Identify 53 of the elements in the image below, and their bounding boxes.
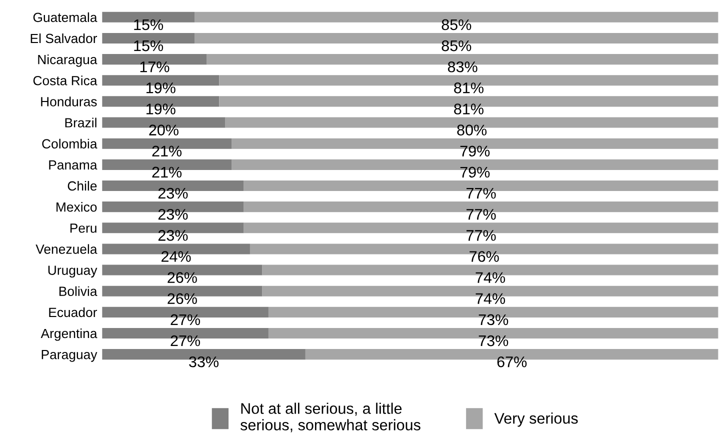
data-label: 19% xyxy=(146,104,176,114)
y-tick-label: Peru xyxy=(70,224,96,233)
y-tick-label: Colombia xyxy=(42,138,98,149)
data-label: 20% xyxy=(149,124,178,136)
y-tick-label: Costa Rica xyxy=(33,76,98,86)
y-tick-label: Guatemala xyxy=(33,12,98,22)
data-label: 76% xyxy=(470,251,499,262)
y-tick-label: Nicaragua xyxy=(38,54,98,67)
data-label: 81% xyxy=(454,82,484,94)
y-tick-label: Uruguay xyxy=(48,266,98,278)
data-label: 77% xyxy=(466,188,496,199)
data-label: 23% xyxy=(158,188,188,199)
data-label: 80% xyxy=(457,124,487,136)
data-label: 26% xyxy=(168,272,197,283)
data-label: 74% xyxy=(476,293,506,304)
legend-label: Not at all serious, a little serious, somewhat serious xyxy=(240,402,420,432)
data-label: 73% xyxy=(478,335,508,346)
data-label: 77% xyxy=(466,209,496,220)
y-tick-label: Argentina xyxy=(40,328,98,341)
data-label: 23% xyxy=(158,230,188,241)
y-tick-label: Bolivia xyxy=(59,286,98,296)
data-label: 19% xyxy=(146,82,176,94)
data-label: 24% xyxy=(162,251,191,262)
data-label: 15% xyxy=(134,40,164,52)
data-label: 27% xyxy=(170,335,200,346)
data-label: 21% xyxy=(152,166,182,178)
data-label: 23% xyxy=(158,208,188,220)
data-label: 15% xyxy=(134,19,164,30)
data-label: 74% xyxy=(476,272,506,283)
y-tick-label: Venezuela xyxy=(36,244,98,254)
data-label: 27% xyxy=(170,314,200,326)
data-label: 67% xyxy=(497,356,527,368)
y-tick-label: Panama xyxy=(49,160,98,170)
data-label: 26% xyxy=(168,293,197,304)
y-tick-label: Ecuador xyxy=(49,307,98,318)
data-label: 17% xyxy=(140,62,170,72)
data-label: 79% xyxy=(460,146,490,157)
data-label: 79% xyxy=(460,166,490,178)
y-tick-label: Paraguay xyxy=(42,350,98,362)
data-label: 33% xyxy=(189,356,219,368)
y-tick-label: Mexico xyxy=(56,202,97,212)
data-label: 21% xyxy=(152,146,182,156)
data-label: 85% xyxy=(442,19,472,30)
data-label: 83% xyxy=(448,61,478,72)
data-label: 81% xyxy=(454,104,484,114)
y-tick-label: Honduras xyxy=(41,96,97,106)
y-tick-label: Chile xyxy=(68,180,97,191)
y-tick-label: El Salvador xyxy=(30,33,98,44)
y-tick-label: Brazil xyxy=(65,118,96,128)
data-label: 73% xyxy=(478,314,508,326)
data-label: 85% xyxy=(442,40,472,52)
legend-label: Very serious xyxy=(494,412,578,427)
data-label: 77% xyxy=(466,230,496,241)
